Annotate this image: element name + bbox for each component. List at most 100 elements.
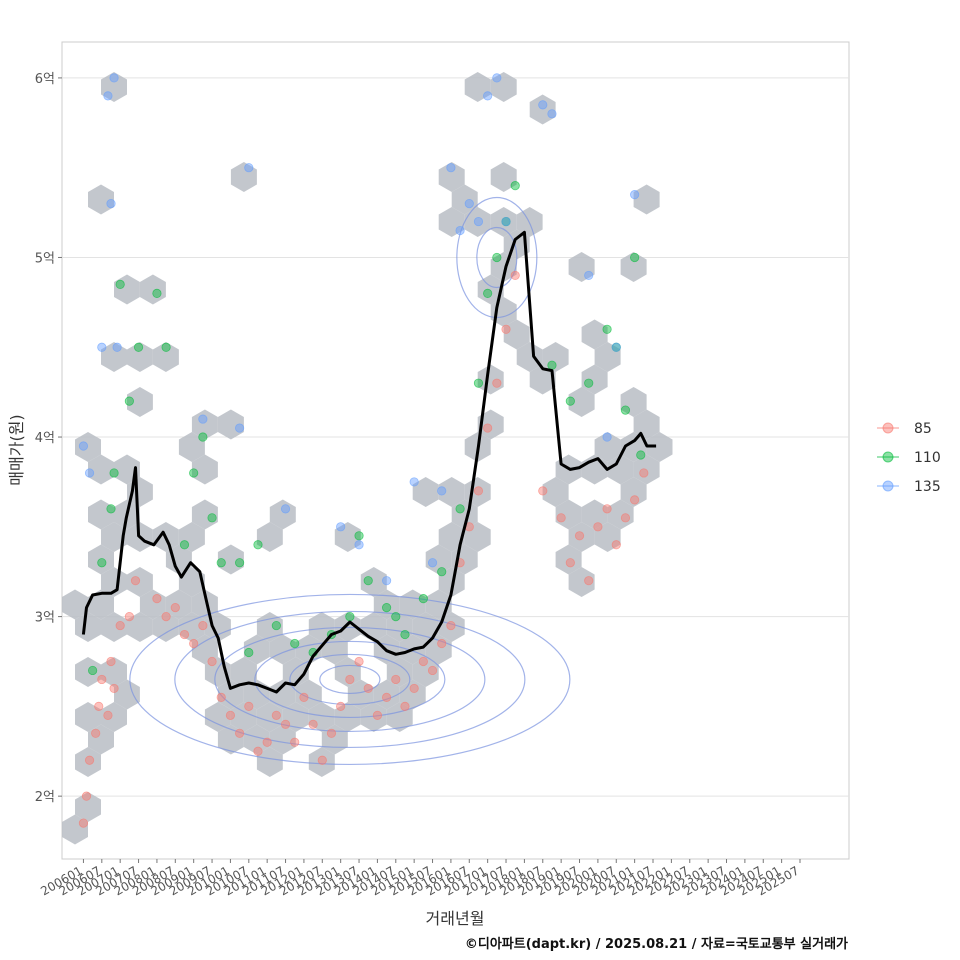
scatter-point-135 [198,414,208,424]
scatter-point-135 [409,477,419,487]
scatter-point-85 [510,270,520,281]
hex-bin [269,724,296,755]
scatter-point-85 [418,656,428,667]
scatter-point-135 [455,225,465,236]
scatter-point-110 [455,504,465,514]
scatter-point-85 [290,737,300,747]
scatter-point-85 [198,620,208,631]
scatter-point-85 [630,495,640,505]
density-contour [214,626,486,733]
scatter-point-85 [565,558,575,568]
hex-bin [75,612,101,642]
hex-bin [127,342,153,372]
density-contour [289,653,411,706]
scatter-point-85 [244,701,254,711]
hex-bin [451,499,478,530]
legend-key-dot-110 [882,451,894,463]
hex-bin [191,409,218,440]
scatter-point-85 [584,576,594,586]
scatter-point-85 [501,324,511,334]
scatter-point-110 [152,288,162,298]
scatter-point-110 [244,647,254,658]
scatter-point-85 [427,665,438,676]
scatter-point-85 [611,540,621,550]
hex-bin [165,589,192,620]
x-axis-ticks: 2006012006072007012007072008012008072009… [38,859,802,899]
trend-line [81,230,657,694]
scatter-point-85 [317,755,327,765]
scatter-point-85 [179,629,190,640]
scatter-point-135 [611,342,621,352]
hex-bin [256,522,283,552]
scatter-point-135 [78,441,89,451]
x-axis-title: 거래년월 [426,909,485,928]
scatter-point-110 [109,468,119,478]
hex-bin [191,454,218,485]
scatter-point-85 [473,486,484,496]
scatter-point-85 [225,710,236,720]
scatter-point-85 [97,674,107,685]
scatter-point-85 [161,611,171,622]
scatter-point-85 [84,755,95,765]
scatter-point-110 [115,279,125,290]
hex-bin [334,522,361,552]
density-contour [319,664,381,695]
scatter-point-85 [372,710,383,720]
y-tick-label: 6억 [35,72,55,87]
hex-bin [581,319,608,350]
hex-bin [230,162,257,192]
hex-bin [178,612,205,642]
hex-bin [88,184,114,215]
hex-bin [620,477,647,507]
scatter-point-135 [244,163,254,173]
scatter-point-110 [400,629,410,640]
scatter-point-110 [381,603,392,613]
scatter-point-110 [510,181,520,191]
hex-bin [386,612,413,642]
density-contour [174,610,526,749]
scatter-point-135 [584,270,594,281]
hex-bin [490,207,517,237]
scatter-point-85 [78,818,89,828]
scatter-point-135 [381,576,392,586]
scatter-point-135 [103,91,113,101]
scatter-point-110 [271,620,281,631]
scatter-point-85 [492,378,502,388]
hex-bin [516,342,543,372]
hex-bin [620,387,647,417]
hex-bin [75,702,101,732]
scatter-point-85 [216,692,226,702]
hex-bin [204,702,231,732]
hex-bin [347,679,374,710]
hex-bin [308,612,335,642]
scatter-point-110 [391,611,401,622]
hex-bin [477,274,504,305]
hex-bin [256,702,283,732]
scatter-point-135 [492,73,502,83]
y-axis-title: 매매가(원) [7,414,26,485]
hex-bin [438,162,465,192]
legend-key-dot-85 [882,422,894,434]
scatter-point-135 [235,423,245,433]
hex-bin [127,567,153,597]
hex-bin [438,207,465,237]
scatter-point-85 [207,656,217,667]
hex-bin [438,522,465,552]
hex-bin [62,814,88,845]
y-tick-label: 3억 [35,611,55,626]
hex-bin [464,72,491,102]
hex-bin [464,522,491,552]
scatter-point-135 [112,342,122,352]
scatter-point-110 [354,531,364,541]
scatter-point-110 [363,576,373,586]
scatter-point-110 [483,288,493,298]
scatter-point-135 [106,199,116,209]
scatter-point-110 [198,432,208,442]
caption: ©디아파트(dapt.kr) / 2025.08.21 / 자료=국토교통부 실… [465,936,848,952]
hex-bin [282,702,309,732]
scatter-point-110 [602,324,612,334]
hex-bin [568,567,595,597]
scatter-point-85 [115,620,125,631]
scatter-points [78,73,649,828]
